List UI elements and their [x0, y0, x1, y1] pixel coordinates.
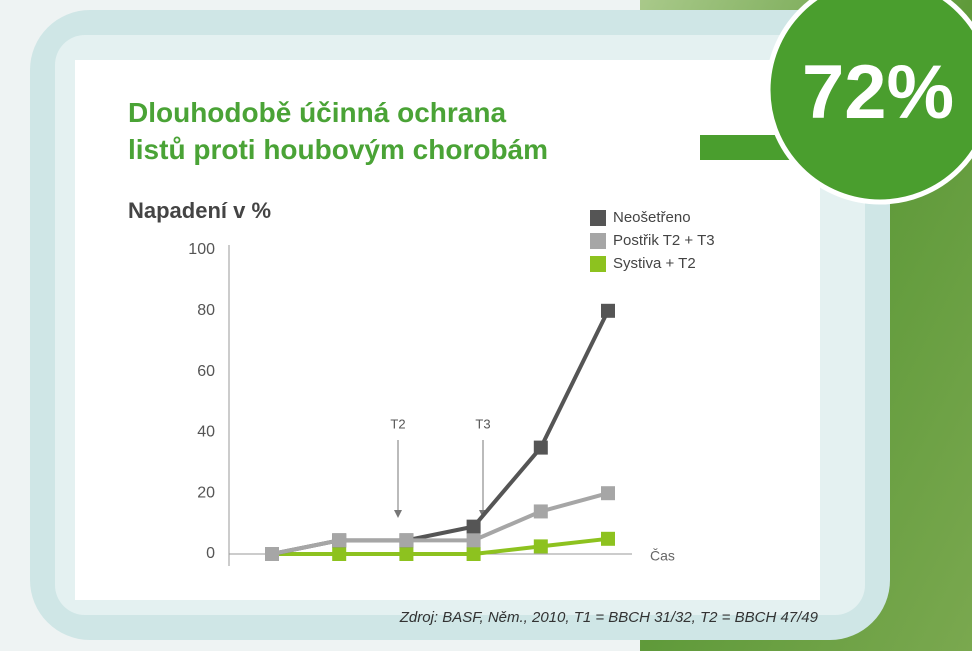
marker	[533, 504, 548, 519]
y-tick-label: 80	[197, 302, 215, 319]
y-tick-label: 20	[197, 484, 215, 501]
marker	[533, 440, 548, 455]
marker	[399, 533, 414, 548]
y-tick-label: 40	[197, 424, 215, 441]
badge-circle	[765, 0, 972, 205]
marker	[466, 547, 481, 561]
arrow-head	[394, 510, 402, 518]
marker	[533, 539, 548, 554]
title-line: Dlouhodobě účinná ochrana	[128, 97, 506, 128]
x-axis-title: Čas	[650, 548, 675, 564]
annotation: T2	[390, 416, 405, 431]
panel	[75, 60, 820, 600]
y-axis-title: Napadení v %	[128, 198, 271, 223]
legend-swatch	[590, 233, 606, 249]
marker	[332, 547, 347, 561]
legend-label: Postřik T2 + T3	[613, 232, 715, 249]
legend-swatch	[590, 256, 606, 272]
y-tick-label: 0	[206, 545, 215, 562]
series-line	[271, 491, 609, 556]
badge: 72%	[802, 50, 954, 135]
y-tick-label: 60	[197, 363, 215, 380]
marker	[466, 533, 481, 548]
marker	[332, 533, 347, 548]
legend-swatch	[590, 210, 606, 226]
marker	[601, 303, 615, 318]
marker	[399, 547, 414, 561]
legend-label: Neošetřeno	[613, 209, 691, 226]
annotation: T3	[475, 416, 490, 431]
source: Zdroj: BASF, Něm., 2010, T1 = BBCH 31/32…	[399, 609, 819, 626]
y-tick-label: 100	[188, 241, 215, 258]
marker	[601, 531, 615, 546]
marker	[466, 519, 481, 534]
marker	[265, 547, 279, 561]
title-line: listů proti houbovým chorobám	[128, 134, 548, 165]
marker	[601, 486, 615, 501]
chart-title: Dlouhodobě účinná ochrana listů proti hou…	[128, 97, 548, 165]
legend-label: Systiva + T2	[613, 255, 696, 272]
series-line	[272, 536, 609, 556]
